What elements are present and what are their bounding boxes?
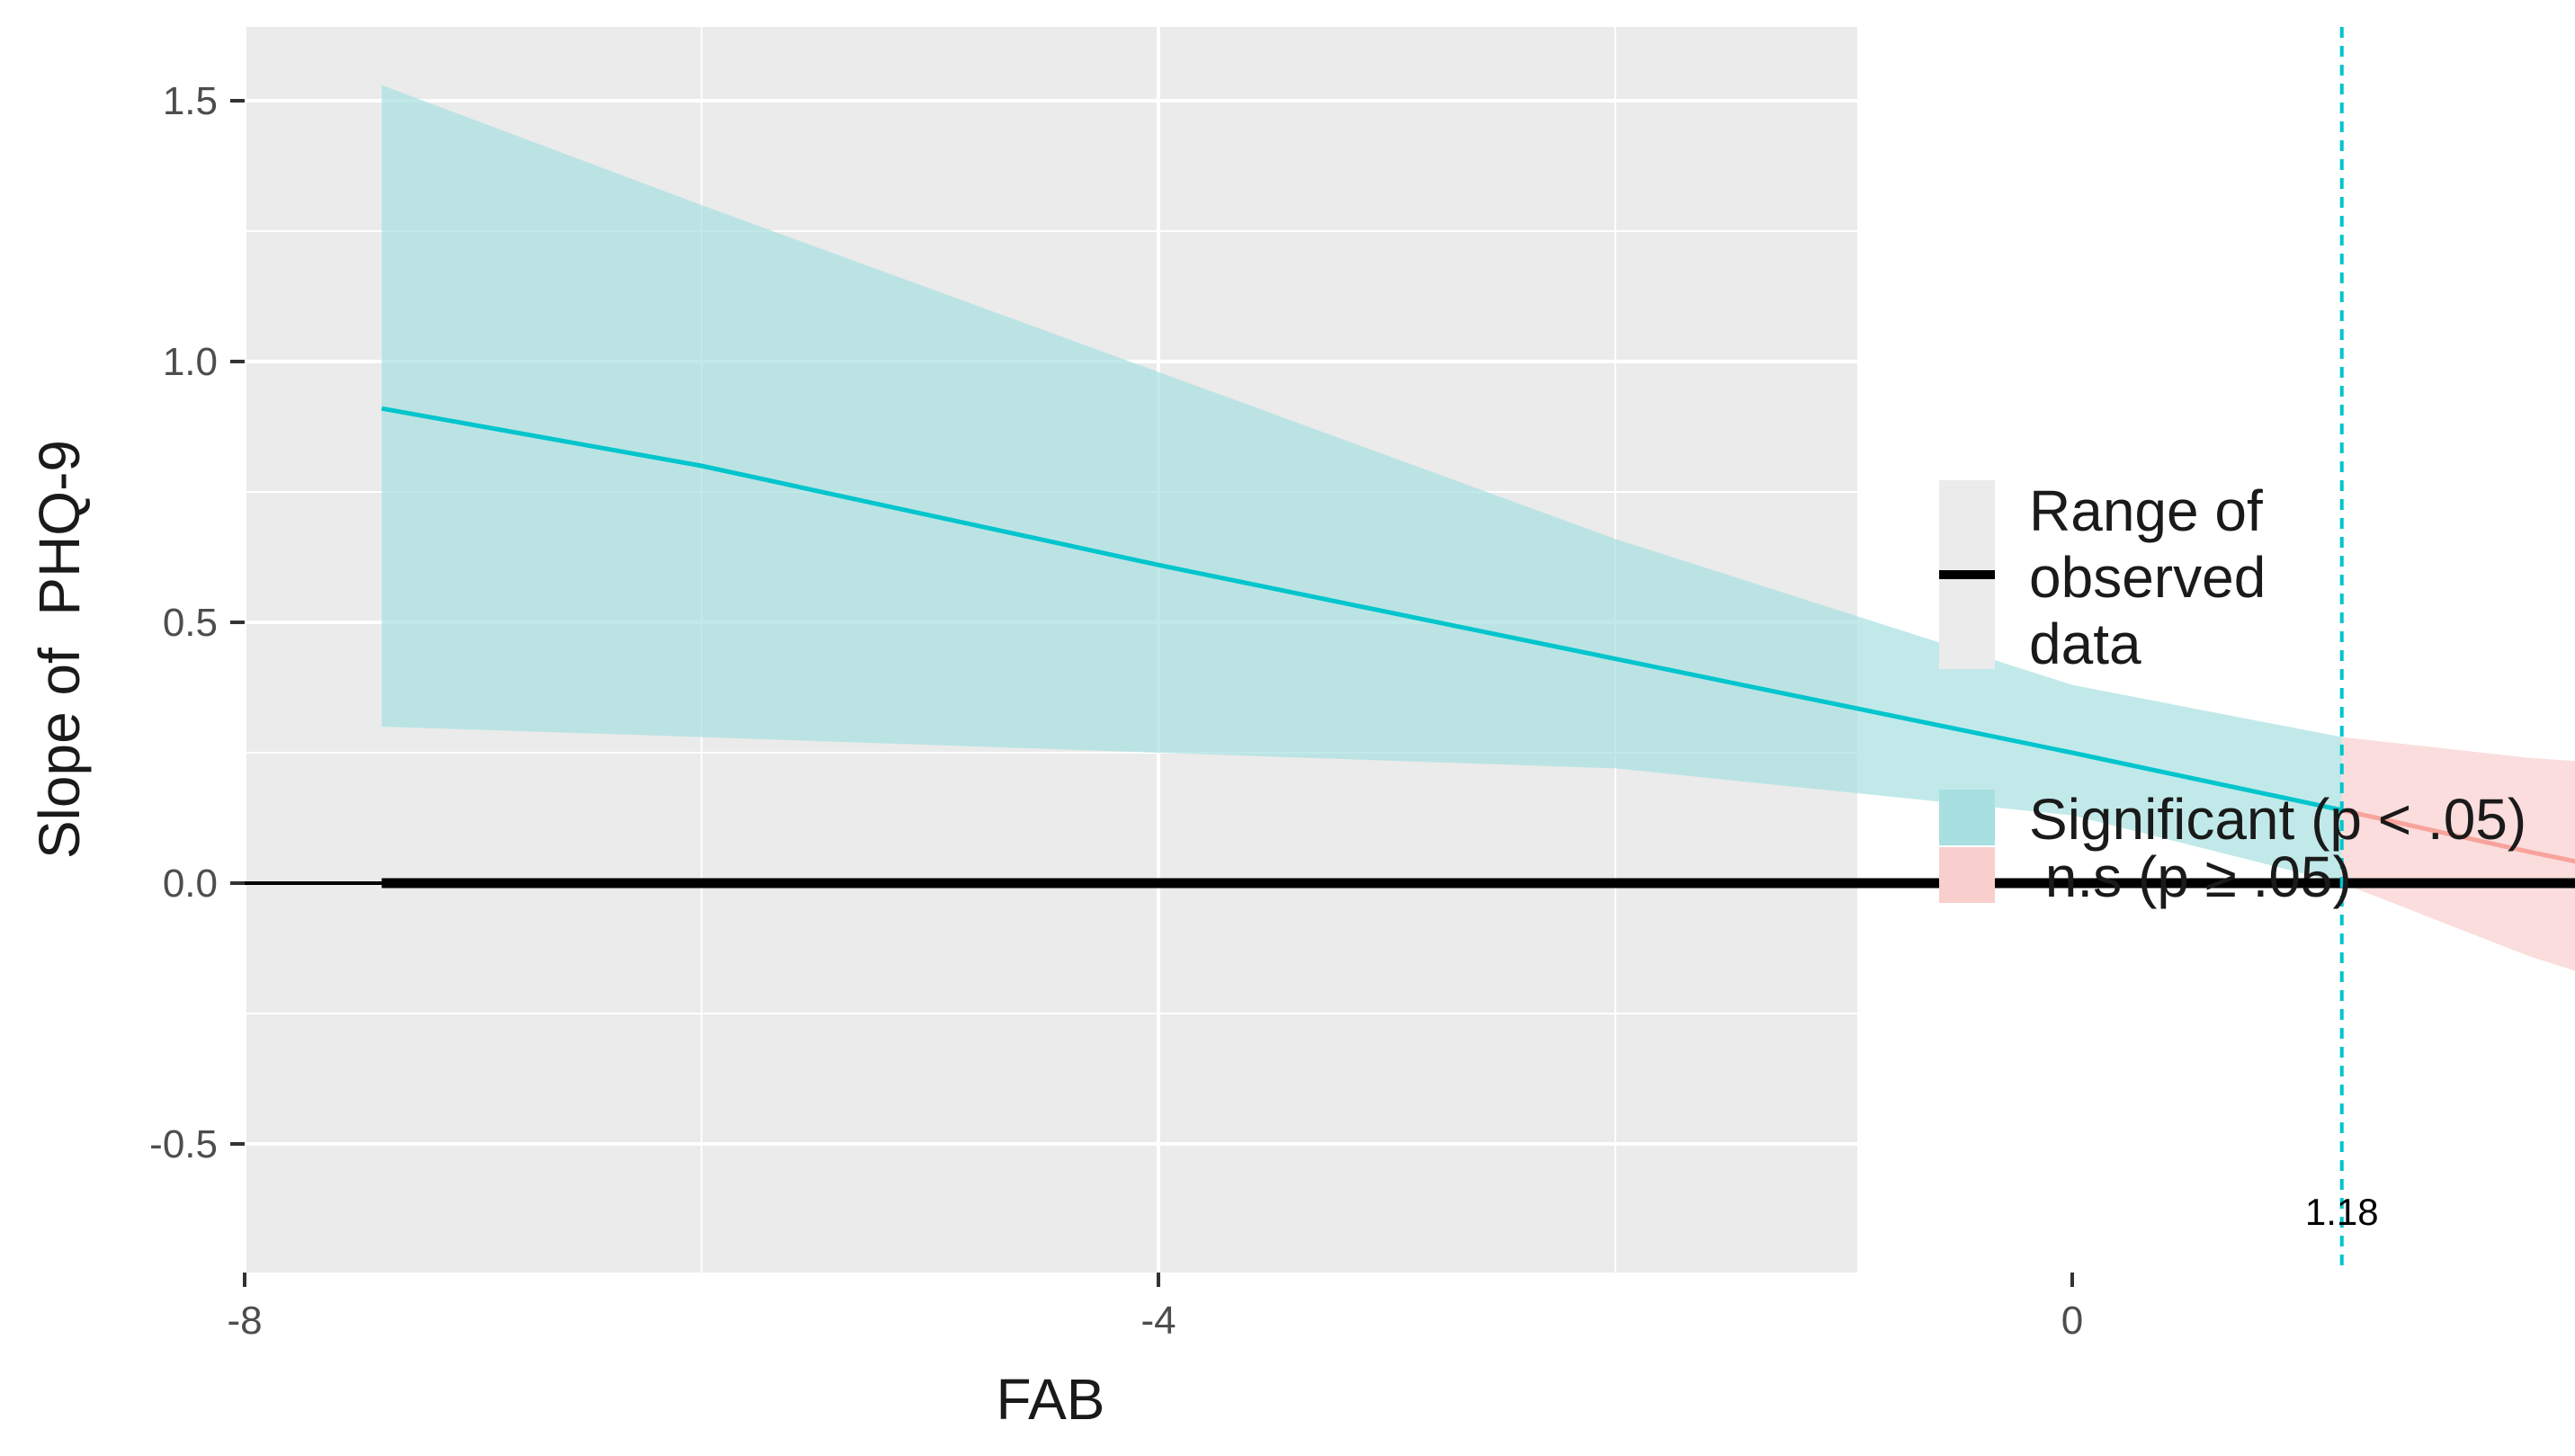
y-tick-label: 0.5 [163, 601, 218, 645]
x-axis: -8-404 [227, 1273, 2083, 1343]
legend-significant-label: Significant (p < .05) [2029, 787, 2526, 852]
threshold-label: 1.18 [2305, 1191, 2379, 1233]
slope-lines [380, 406, 2575, 864]
slope-line-1 [2341, 808, 2575, 864]
y-tick-label: 1.5 [163, 79, 218, 123]
y-tick-label: -0.5 [149, 1122, 218, 1166]
x-tick-label: 0 [2061, 1299, 2083, 1343]
legend-ns-label: n.s (p ≥ .05) [2029, 844, 2352, 909]
y-axis-title: Slope of PHQ-9 [27, 440, 92, 859]
x-tick-label: -4 [1140, 1299, 1176, 1343]
legend-key-ns [1939, 847, 1995, 903]
y-tick-label: 1.0 [163, 340, 218, 384]
legend-range-line-2: observed [2029, 545, 2266, 610]
x-tick-label: -8 [227, 1299, 262, 1343]
x-axis-title: FAB [997, 1367, 1105, 1432]
confidence-band-0 [381, 85, 2342, 884]
legend-range-line-3: data [2029, 612, 2141, 676]
y-tick-label: 0.0 [163, 862, 218, 906]
confidence-bands [381, 85, 2575, 971]
legend: Range of observed data Significant (p < … [1939, 478, 2526, 909]
legend-key-significant [1939, 790, 1995, 845]
y-axis: -0.5 0.0 0.5 1.0 1.5 [149, 79, 245, 1166]
confidence-band-1 [2341, 737, 2575, 971]
legend-range-line-1: Range of [2029, 478, 2263, 543]
slope-line-0 [380, 406, 2343, 813]
